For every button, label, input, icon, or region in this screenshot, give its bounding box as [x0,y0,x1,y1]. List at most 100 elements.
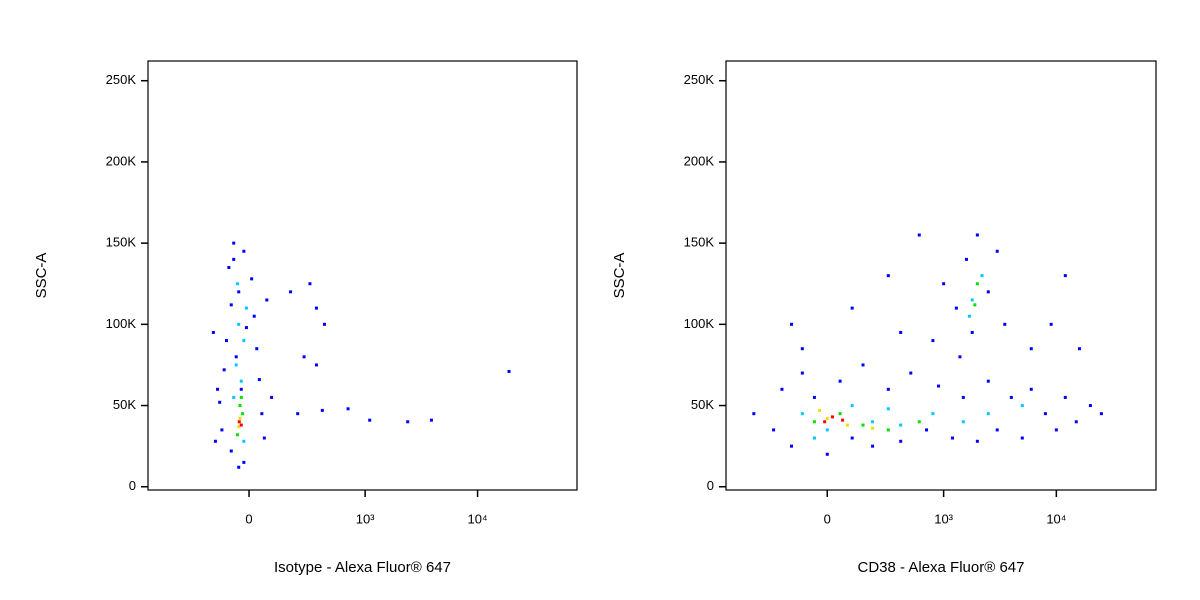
point [909,371,913,375]
point [234,363,238,367]
point [937,384,941,388]
point [886,428,890,432]
point [790,444,794,448]
point [265,298,269,302]
point [1063,274,1067,278]
point [250,277,254,281]
x-tick-label: 0 [824,511,831,526]
x-tick-label: 10⁴ [1046,511,1066,526]
point [1063,395,1067,399]
point [244,306,248,310]
point [235,282,239,286]
point [242,339,246,343]
y-tick-label: 150K [684,235,715,250]
point [800,371,804,375]
point [1009,395,1013,399]
point [227,265,231,269]
point [222,368,226,372]
y-axis-label: SSC-A [611,253,628,299]
point [239,379,243,383]
point [861,363,865,367]
point [825,452,829,456]
point [1088,404,1092,408]
point [239,423,243,427]
point [270,395,274,399]
point [958,355,962,359]
point [239,395,243,399]
point [986,379,990,383]
point [322,322,326,326]
point [886,407,890,411]
point [812,395,816,399]
point [1043,412,1047,416]
x-tick-label: 0 [245,511,252,526]
point [772,428,776,432]
point [242,249,246,253]
point [255,347,259,351]
point [429,418,433,422]
point [954,306,958,310]
point [899,330,903,334]
point [961,420,965,424]
y-tick-label: 100K [106,316,137,331]
point [308,282,312,286]
point [861,423,865,427]
point [850,306,854,310]
point [262,436,266,440]
point [871,426,875,430]
point [995,249,999,253]
point [1074,420,1078,424]
point [917,233,921,237]
point [980,274,984,278]
point [1003,322,1007,326]
point [823,420,827,424]
point [838,412,842,416]
x-tick-label: 10³ [934,511,953,526]
point [229,303,233,307]
point [780,387,784,391]
point [975,439,979,443]
point [845,423,849,427]
point [850,404,854,408]
point [239,387,243,391]
point [289,290,293,294]
point [232,257,236,261]
point [871,444,875,448]
point [241,412,245,416]
point [800,412,804,416]
point [986,412,990,416]
point [296,412,300,416]
point [237,425,241,429]
y-tick-label: 100K [684,316,715,331]
y-axis-label: SSC-A [33,253,50,299]
point [973,303,977,307]
point [237,420,241,424]
plot-frame [147,60,578,491]
point [237,465,241,469]
point [242,460,246,464]
x-axis-label: Isotype - Alexa Fluor® 647 [274,559,451,576]
point [931,339,935,343]
point [1077,347,1081,351]
point [841,418,845,422]
point [220,428,224,432]
point [238,404,242,408]
x-axis-label: CD38 - Alexa Fluor® 647 [858,559,1025,576]
point [942,282,946,286]
point [850,436,854,440]
point [346,407,350,411]
point [886,274,890,278]
y-tick-label: 250K [106,72,137,87]
point [314,306,318,310]
point [817,408,821,412]
point [234,355,238,359]
point [257,378,261,382]
point [235,433,239,437]
point [925,428,929,432]
point [800,347,804,351]
point [406,420,410,424]
y-tick-label: 0 [129,478,136,493]
point [218,400,222,404]
point [238,417,242,421]
